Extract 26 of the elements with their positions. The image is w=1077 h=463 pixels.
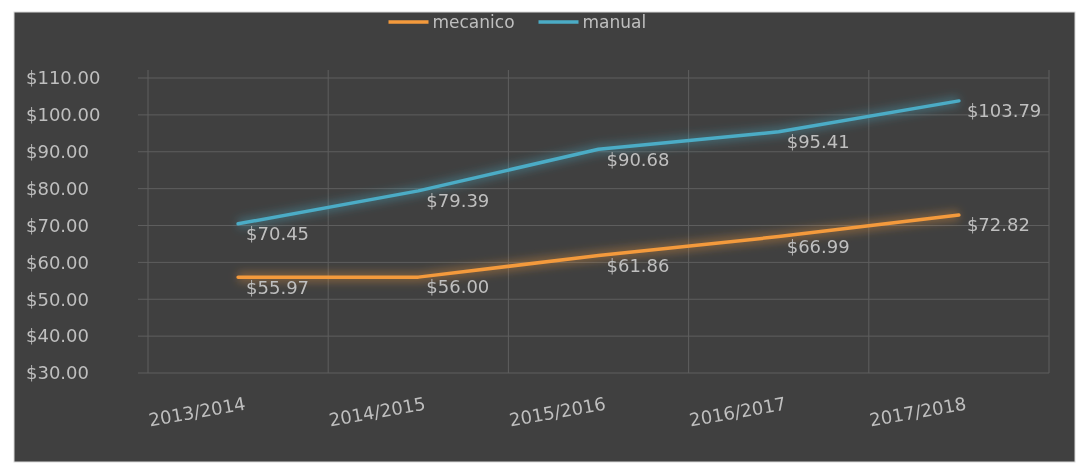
data-label: $79.39 xyxy=(426,190,490,212)
data-label: $56.00 xyxy=(426,276,490,298)
x-tick-label: 2017/2018 xyxy=(867,392,968,431)
data-label: $95.41 xyxy=(786,131,850,153)
x-tick-label: 2014/2015 xyxy=(327,392,428,431)
y-tick-label: $60.00 xyxy=(26,251,89,273)
x-tick-label: 2016/2017 xyxy=(687,392,788,431)
x-tick-label: 2015/2016 xyxy=(507,392,608,431)
data-label: $90.68 xyxy=(606,148,670,170)
y-tick-label: $50.00 xyxy=(26,288,89,310)
data-label: $55.97 xyxy=(246,276,310,298)
y-tick-label: $40.00 xyxy=(26,325,89,347)
legend-label: mecanico xyxy=(432,11,515,32)
y-tick-label: $30.00 xyxy=(26,362,89,384)
y-tick-label: $90.00 xyxy=(26,141,89,163)
x-tick-label: 2013/2014 xyxy=(147,392,247,431)
y-tick-label: $100.00 xyxy=(26,104,101,126)
data-label: $72.82 xyxy=(966,214,1030,236)
legend-label: manual xyxy=(582,11,647,32)
data-label: $61.86 xyxy=(606,254,670,276)
y-tick-label: $110.00 xyxy=(26,67,101,89)
data-label: $66.99 xyxy=(786,235,850,257)
y-tick-label: $80.00 xyxy=(26,177,89,199)
data-label: $70.45 xyxy=(246,223,310,245)
y-tick-label: $70.00 xyxy=(26,214,89,236)
data-label: $103.79 xyxy=(966,100,1042,122)
